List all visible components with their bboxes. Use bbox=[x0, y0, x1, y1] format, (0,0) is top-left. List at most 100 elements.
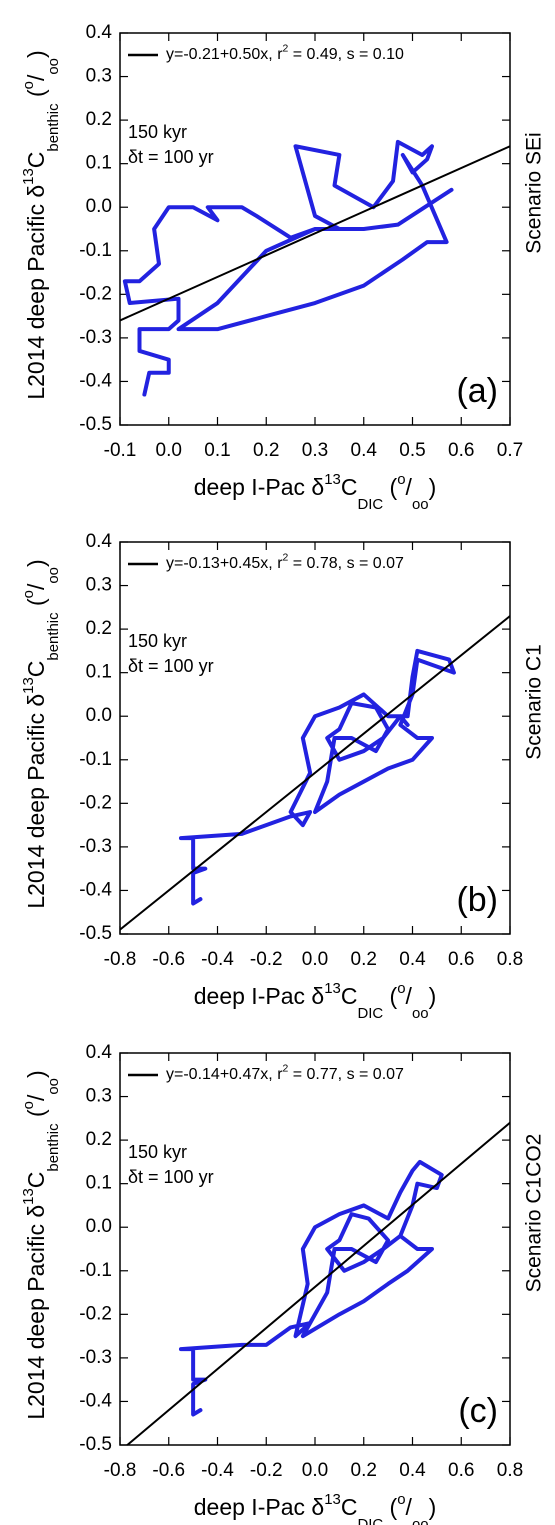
y-tick-label: -0.2 bbox=[79, 283, 112, 304]
y-axis-label-part: oo bbox=[45, 567, 62, 584]
x-axis-label-part: 13 bbox=[324, 1491, 341, 1508]
legend-part: y=-0.21+0.50x, r bbox=[166, 46, 283, 63]
y-axis-label-part: benthic bbox=[45, 612, 62, 661]
x-tick-label: 0.5 bbox=[399, 440, 425, 461]
legend-label: y=-0.13+0.45x, r2 = 0.78, s = 0.07 bbox=[166, 552, 404, 572]
x-tick-label: 0.6 bbox=[448, 440, 474, 461]
y-axis-label-part: benthic bbox=[45, 103, 62, 152]
annotation: 150 kyr bbox=[128, 122, 187, 142]
scenario-label: Scenario SEi bbox=[523, 132, 546, 253]
y-axis-label-part: C bbox=[23, 152, 49, 169]
annotation: δt = 100 yr bbox=[128, 656, 214, 676]
x-axis-label-part: ) bbox=[429, 983, 437, 1009]
x-tick-label: 0.0 bbox=[156, 440, 182, 461]
plot-area bbox=[120, 615, 510, 931]
x-axis-label-part: C bbox=[341, 474, 358, 500]
frame bbox=[119, 32, 511, 426]
y-axis-label-part: C bbox=[23, 1172, 49, 1189]
x-axis-label-part: DIC bbox=[357, 1005, 383, 1022]
y-axis-label-part: ( bbox=[23, 89, 49, 103]
legend-part: y=-0.13+0.45x, r bbox=[166, 555, 283, 572]
y-tick-label: 0.3 bbox=[86, 575, 112, 596]
y-tick-label: 0.0 bbox=[86, 705, 112, 726]
y-tick-label: -0.4 bbox=[79, 1390, 112, 1411]
x-axis-label-part: / bbox=[406, 474, 413, 500]
x-axis-label-part: oo bbox=[412, 1516, 429, 1525]
x-axis-label-part: oo bbox=[412, 1005, 429, 1022]
panel-label: (c) bbox=[458, 1392, 498, 1430]
y-axis-label-part: / bbox=[23, 74, 49, 81]
x-axis-label-part: C bbox=[341, 983, 358, 1009]
y-axis-label-part: L2014 deep Pacific δ bbox=[23, 185, 49, 400]
y-axis-label: L2014 deep Pacific δ13Cbenthic (o/oo) bbox=[20, 559, 62, 908]
y-axis-label-part: ( bbox=[23, 598, 49, 612]
x-axis-label-part: ( bbox=[383, 474, 397, 500]
y-axis-label-part: C bbox=[23, 661, 49, 678]
y-tick-label: -0.3 bbox=[79, 1347, 112, 1368]
x-axis-label: deep I-Pac δ13CDIC (o/oo) bbox=[194, 471, 436, 513]
series-line bbox=[178, 1159, 444, 1417]
x-tick-label: 0.0 bbox=[302, 1460, 328, 1481]
legend-part: = 0.49, s = 0.10 bbox=[288, 46, 404, 63]
annotation: 150 kyr bbox=[128, 631, 187, 651]
y-tick-label: 0.0 bbox=[86, 196, 112, 217]
legend-part: y=-0.14+0.47x, r bbox=[166, 1066, 283, 1083]
x-axis-label: deep I-Pac δ13CDIC (o/oo) bbox=[194, 1491, 436, 1525]
x-tick-label: 0.6 bbox=[448, 949, 474, 970]
annotation: δt = 100 yr bbox=[128, 1167, 214, 1187]
x-tick-label: -0.6 bbox=[152, 1460, 185, 1481]
y-tick-label: -0.5 bbox=[79, 923, 112, 944]
x-tick-label: 0.3 bbox=[302, 440, 328, 461]
panel-label: (a) bbox=[456, 372, 498, 410]
x-axis-label-part: 13 bbox=[324, 471, 341, 488]
series-line bbox=[122, 139, 454, 397]
x-axis-label-part: DIC bbox=[357, 1516, 383, 1525]
x-tick-label: 0.2 bbox=[351, 949, 377, 970]
plot-area bbox=[120, 139, 510, 397]
y-tick-label: -0.1 bbox=[79, 240, 112, 261]
y-tick-label: 0.4 bbox=[86, 1042, 113, 1063]
y-axis-label-part: ) bbox=[23, 50, 49, 58]
series-line bbox=[120, 615, 510, 931]
y-axis-label: L2014 deep Pacific δ13Cbenthic (o/oo) bbox=[20, 50, 62, 399]
y-tick-label: -0.3 bbox=[79, 327, 112, 348]
y-tick-label: -0.2 bbox=[79, 1303, 112, 1324]
y-tick-label: -0.4 bbox=[79, 370, 112, 391]
x-tick-label: 0.6 bbox=[448, 1460, 474, 1481]
scenario-label: Scenario C1CO2 bbox=[523, 1134, 546, 1293]
y-tick-label: 0.2 bbox=[86, 1129, 112, 1150]
frame bbox=[119, 541, 511, 935]
x-axis-label-part: deep I-Pac δ bbox=[194, 983, 324, 1009]
annotation: δt = 100 yr bbox=[128, 147, 214, 167]
y-tick-label: 0.1 bbox=[86, 153, 112, 174]
y-axis-label: L2014 deep Pacific δ13Cbenthic (o/oo) bbox=[20, 1070, 62, 1419]
x-tick-label: 0.4 bbox=[351, 440, 378, 461]
y-axis-label-part: ) bbox=[23, 559, 49, 567]
x-tick-label: 0.2 bbox=[253, 440, 279, 461]
y-tick-label: 0.1 bbox=[86, 662, 112, 683]
frame bbox=[119, 1052, 511, 1446]
x-tick-label: 0.8 bbox=[497, 1460, 523, 1481]
y-tick-label: 0.3 bbox=[86, 1086, 112, 1107]
x-tick-label: -0.1 bbox=[104, 440, 137, 461]
x-axis-label-part: ( bbox=[383, 1494, 397, 1520]
legend-part: = 0.78, s = 0.07 bbox=[288, 555, 404, 572]
x-tick-label: -0.6 bbox=[152, 949, 185, 970]
series-line bbox=[126, 1121, 510, 1445]
y-axis-label-part: ) bbox=[23, 1070, 49, 1078]
legend-label: y=-0.21+0.50x, r2 = 0.49, s = 0.10 bbox=[166, 43, 404, 63]
x-axis-label-part: o bbox=[397, 471, 405, 488]
x-tick-label: -0.4 bbox=[201, 1460, 234, 1481]
legend-part: = 0.77, s = 0.07 bbox=[288, 1066, 404, 1083]
y-axis-label-part: oo bbox=[45, 1078, 62, 1095]
x-axis-label-part: / bbox=[406, 1494, 413, 1520]
panel-label: (b) bbox=[456, 881, 498, 919]
x-axis-label-part: C bbox=[341, 1494, 358, 1520]
x-axis-label-part: DIC bbox=[357, 496, 383, 513]
y-axis-label-part: 13 bbox=[20, 677, 37, 694]
y-axis-label-part: / bbox=[23, 583, 49, 590]
y-axis-label-part: benthic bbox=[45, 1123, 62, 1172]
x-axis-label-part: o bbox=[397, 980, 405, 997]
x-axis-label-part: oo bbox=[412, 496, 429, 513]
